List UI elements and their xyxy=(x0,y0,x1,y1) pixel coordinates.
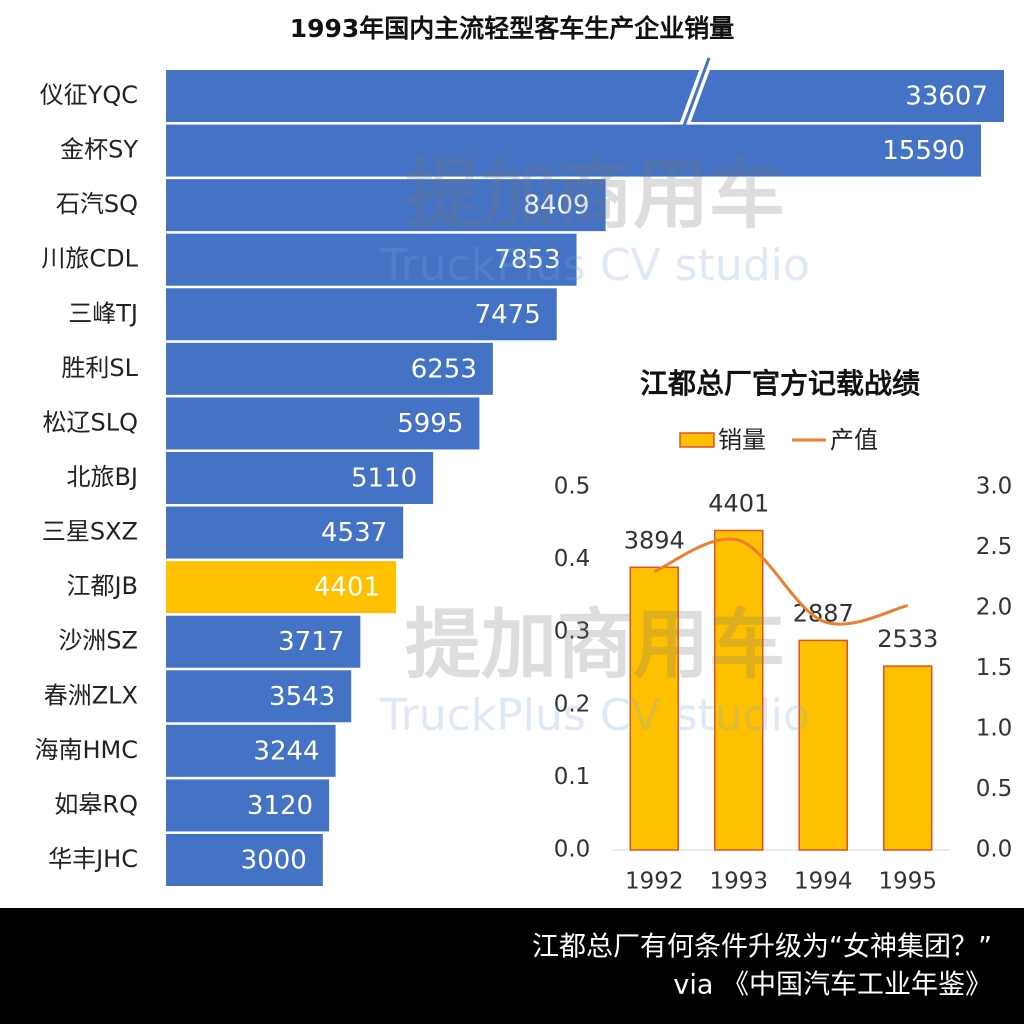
footer-text: 江都总厂有何条件升级为“女神集团？” xyxy=(532,932,992,963)
bar xyxy=(166,342,493,395)
legend-label: 产值 xyxy=(830,426,878,454)
value-label: 4401 xyxy=(708,489,769,517)
watermark: TruckPlus CV studio xyxy=(379,240,810,291)
value-label: 33607 xyxy=(905,82,988,112)
y-tick-label: 0.1 xyxy=(554,764,591,790)
y-tick-label: 0.3 xyxy=(554,619,591,645)
category-label: 华丰JHC xyxy=(48,845,138,873)
footer-source: via 《中国汽车工业年鉴》 xyxy=(673,970,992,1001)
y-tick-label: 0.4 xyxy=(554,546,591,572)
legend-label: 销量 xyxy=(718,426,766,454)
watermark: TruckPlus CV studio xyxy=(379,690,810,741)
x-tick-label: 1992 xyxy=(625,869,684,895)
value-label: 3120 xyxy=(247,791,313,821)
value-label: 7475 xyxy=(475,300,541,330)
category-label: 仪征YQC xyxy=(40,81,138,109)
value-label: 5110 xyxy=(351,464,417,494)
bar xyxy=(798,639,848,851)
bar xyxy=(166,452,434,504)
value-label: 2533 xyxy=(877,625,938,653)
value-label: 5995 xyxy=(397,409,463,439)
x-tick-label: 1993 xyxy=(709,869,768,895)
category-label: 如皋RQ xyxy=(54,790,138,818)
x-tick-label: 1994 xyxy=(794,869,853,895)
bar xyxy=(714,529,764,851)
watermark: 提加商用车 xyxy=(405,150,785,239)
bar xyxy=(629,566,679,851)
bar xyxy=(166,561,397,614)
footer-band xyxy=(0,908,1024,1024)
bar xyxy=(166,506,404,559)
value-label: 3543 xyxy=(269,682,335,712)
value-label: 6253 xyxy=(411,354,477,384)
value-label: 3717 xyxy=(278,627,344,657)
bar xyxy=(166,779,330,832)
value-label: 3244 xyxy=(253,736,319,766)
y2-tick-label: 1.5 xyxy=(976,655,1013,681)
value-label: 3000 xyxy=(241,846,307,876)
category-label: 三星SXZ xyxy=(42,518,138,546)
category-label: 三峰TJ xyxy=(68,299,138,327)
y2-tick-label: 2.0 xyxy=(976,595,1013,621)
category-label: 川旅CDL xyxy=(41,245,138,273)
bar xyxy=(883,665,933,851)
chart-title: 1993年国内主流轻型客车生产企业销量 xyxy=(290,14,735,43)
y2-tick-label: 0.5 xyxy=(976,776,1013,802)
category-label: 松辽SLQ xyxy=(43,408,139,436)
line xyxy=(653,537,909,626)
category-label: 海南HMC xyxy=(34,736,138,764)
axis-break xyxy=(679,57,711,135)
bar xyxy=(166,615,361,668)
bar xyxy=(166,124,981,177)
value-label: 4537 xyxy=(321,518,387,548)
bar xyxy=(166,179,606,232)
bar xyxy=(166,670,352,723)
value-label: 7853 xyxy=(494,245,560,275)
value-label: 4401 xyxy=(314,573,380,603)
category-label: 胜利SL xyxy=(61,354,138,382)
y2-tick-label: 1.0 xyxy=(976,716,1013,742)
y2-tick-label: 0.0 xyxy=(976,837,1013,863)
legend-swatch xyxy=(679,432,715,448)
bar xyxy=(166,70,1004,122)
y-tick-label: 0.5 xyxy=(554,474,591,500)
category-label: 江都JB xyxy=(66,572,138,600)
bar xyxy=(166,834,323,886)
watermark: 提加商用车 xyxy=(405,600,785,689)
bar xyxy=(166,397,480,450)
bar xyxy=(166,724,336,777)
bar xyxy=(166,233,577,286)
value-label: 8409 xyxy=(523,191,589,221)
inset-title: 江都总厂官方记载战绩 xyxy=(640,367,920,400)
bar xyxy=(166,288,557,341)
category-label: 石汽SQ xyxy=(56,190,138,218)
category-label: 春洲ZLX xyxy=(44,681,138,709)
value-label: 15590 xyxy=(882,136,965,166)
category-label: 沙洲SZ xyxy=(58,627,138,655)
value-label: 3894 xyxy=(624,526,685,554)
y2-tick-label: 2.5 xyxy=(976,534,1013,560)
x-tick-label: 1995 xyxy=(878,869,937,895)
category-label: 金杯SY xyxy=(60,136,138,164)
y-tick-label: 0.2 xyxy=(554,691,591,717)
y-tick-label: 0.0 xyxy=(554,837,591,863)
y2-tick-label: 3.0 xyxy=(976,474,1013,500)
category-label: 北旅BJ xyxy=(66,463,138,491)
